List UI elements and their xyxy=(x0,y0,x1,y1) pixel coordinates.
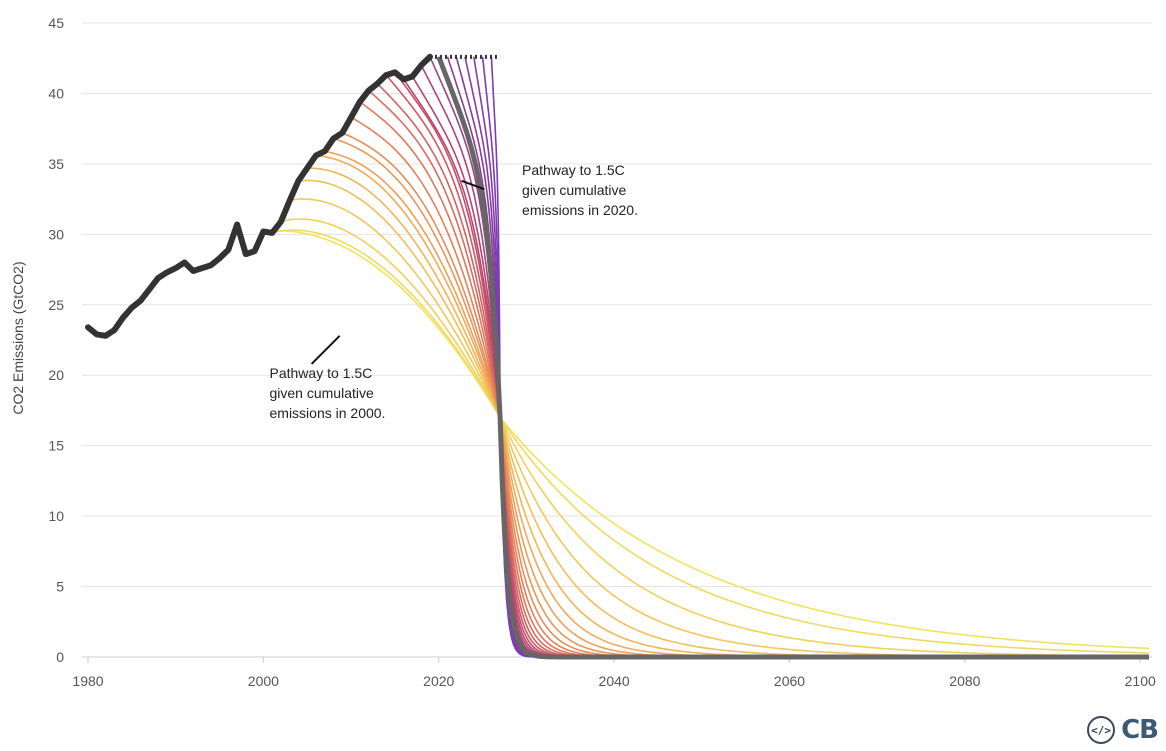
embed-code-icon[interactable]: </> xyxy=(1087,716,1116,744)
y-tick-label-5: 5 xyxy=(56,579,64,595)
carbon-brief-logo: CB xyxy=(1121,715,1159,745)
x-axis-ticks: 1980 2000 2020 2040 2060 2080 2100 xyxy=(72,657,1156,689)
pathway-line-2026 xyxy=(490,56,1149,658)
pathway-line-2008 xyxy=(333,137,1149,658)
x-tick-label-1980: 1980 xyxy=(72,673,103,689)
pathway-line-2022 xyxy=(455,56,1149,658)
historical-series xyxy=(85,53,501,339)
annotation-line: given cumulative xyxy=(522,182,626,198)
annotation-text-0: Pathway to 1.5C given cumulative emissions… xyxy=(522,162,638,218)
annotations: Pathway to 1.5C given cumulative emissions… xyxy=(270,162,638,421)
annotation-line: given cumulative xyxy=(270,385,374,401)
annotation-text-1: Pathway to 1.5C given cumulative emissions… xyxy=(270,365,386,421)
brand-logo: </> CB xyxy=(1087,715,1159,745)
pathway-line-2002 xyxy=(280,218,1150,657)
annotation-line: Pathway to 1.5C xyxy=(522,162,625,178)
annotation-line: emissions in 2020. xyxy=(522,202,638,218)
y-axis-title: CO2 Emissions (GtCO2) xyxy=(10,261,26,414)
annotation-pointer-0 xyxy=(461,179,485,191)
annotation-line: Pathway to 1.5C xyxy=(270,365,373,381)
pathway-series xyxy=(263,55,1150,660)
annotation-line: emissions in 2000. xyxy=(270,405,386,421)
pathway-line-2023 xyxy=(464,56,1149,658)
pathway-line-2003 xyxy=(289,198,1149,658)
pathway-line-2000 xyxy=(263,229,1150,650)
pathway-line-2006 xyxy=(315,154,1149,658)
y-tick-label-20: 20 xyxy=(48,367,64,383)
y-tick-label-45: 45 xyxy=(48,15,64,31)
pathway-line-highlighted xyxy=(436,55,1149,660)
x-tick-label-2040: 2040 xyxy=(599,673,630,689)
pathway-line-2004 xyxy=(298,179,1149,658)
pathway-line-2021 xyxy=(446,56,1149,658)
pathway-line-2018 xyxy=(420,64,1149,658)
pathway-line-2010 xyxy=(350,116,1149,658)
pathway-line-2024 xyxy=(473,56,1149,658)
historical-emissions-line xyxy=(85,53,433,339)
x-tick-label-2020: 2020 xyxy=(423,673,454,689)
y-tick-label-30: 30 xyxy=(48,226,64,242)
pathway-line-2001 xyxy=(271,229,1149,654)
pathway-line-2007 xyxy=(324,150,1149,658)
y-tick-label-10: 10 xyxy=(48,508,64,524)
y-axis-ticks: 0 5 10 15 20 25 30 35 40 45 xyxy=(48,15,64,665)
x-tick-label-2100: 2100 xyxy=(1125,673,1156,689)
pathway-line-2005 xyxy=(307,167,1149,658)
x-tick-label-2000: 2000 xyxy=(248,673,279,689)
gridlines xyxy=(82,22,1152,658)
x-tick-label-2060: 2060 xyxy=(774,673,805,689)
y-tick-label-35: 35 xyxy=(48,156,64,172)
annotation-pointer-1 xyxy=(310,335,341,365)
x-tick-label-2080: 2080 xyxy=(949,673,980,689)
y-tick-label-0: 0 xyxy=(56,649,64,665)
y-tick-label-40: 40 xyxy=(48,85,64,101)
y-tick-label-15: 15 xyxy=(48,438,64,454)
y-tick-label-25: 25 xyxy=(48,297,64,313)
